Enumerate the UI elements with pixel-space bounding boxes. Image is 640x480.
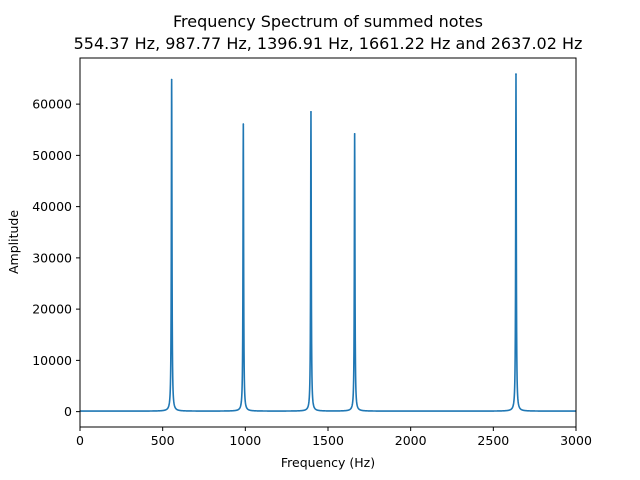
spectrum-peak-1 <box>242 123 245 125</box>
spectrum-peak-4 <box>515 73 517 76</box>
y-tick-label: 10000 <box>32 353 72 368</box>
chart-title: Frequency Spectrum of summed notes <box>173 12 483 31</box>
plot-area <box>79 57 577 428</box>
x-axis: 0 500 1000 1500 2000 2500 3000 <box>76 427 592 448</box>
x-tick-label: 1000 <box>229 433 261 448</box>
spectrum-peak-0 <box>170 78 173 81</box>
x-tick-label: 3000 <box>560 433 592 448</box>
y-tick-label: 0 <box>64 404 72 419</box>
spectrum-peak-3 <box>353 133 356 135</box>
spectrum-peak-2 <box>310 111 312 113</box>
spectrum-line <box>79 73 577 412</box>
plot-frame <box>80 58 576 427</box>
x-tick-label: 2500 <box>477 433 509 448</box>
y-axis-label: Amplitude <box>6 210 21 274</box>
x-tick-label: 2000 <box>395 433 427 448</box>
x-tick-label: 0 <box>76 433 84 448</box>
x-tick-label: 500 <box>151 433 175 448</box>
chart-subtitle: 554.37 Hz, 987.77 Hz, 1396.91 Hz, 1661.2… <box>74 34 583 53</box>
y-tick-label: 60000 <box>32 97 72 112</box>
y-tick-label: 30000 <box>32 250 72 265</box>
y-tick-label: 50000 <box>32 148 72 163</box>
y-tick-label: 40000 <box>32 199 72 214</box>
series-layer <box>79 73 577 412</box>
y-tick-label: 20000 <box>32 302 72 317</box>
y-axis: 0 10000 20000 30000 40000 50000 60000 <box>32 97 80 419</box>
x-tick-label: 1500 <box>312 433 344 448</box>
x-axis-label: Frequency (Hz) <box>281 455 375 470</box>
